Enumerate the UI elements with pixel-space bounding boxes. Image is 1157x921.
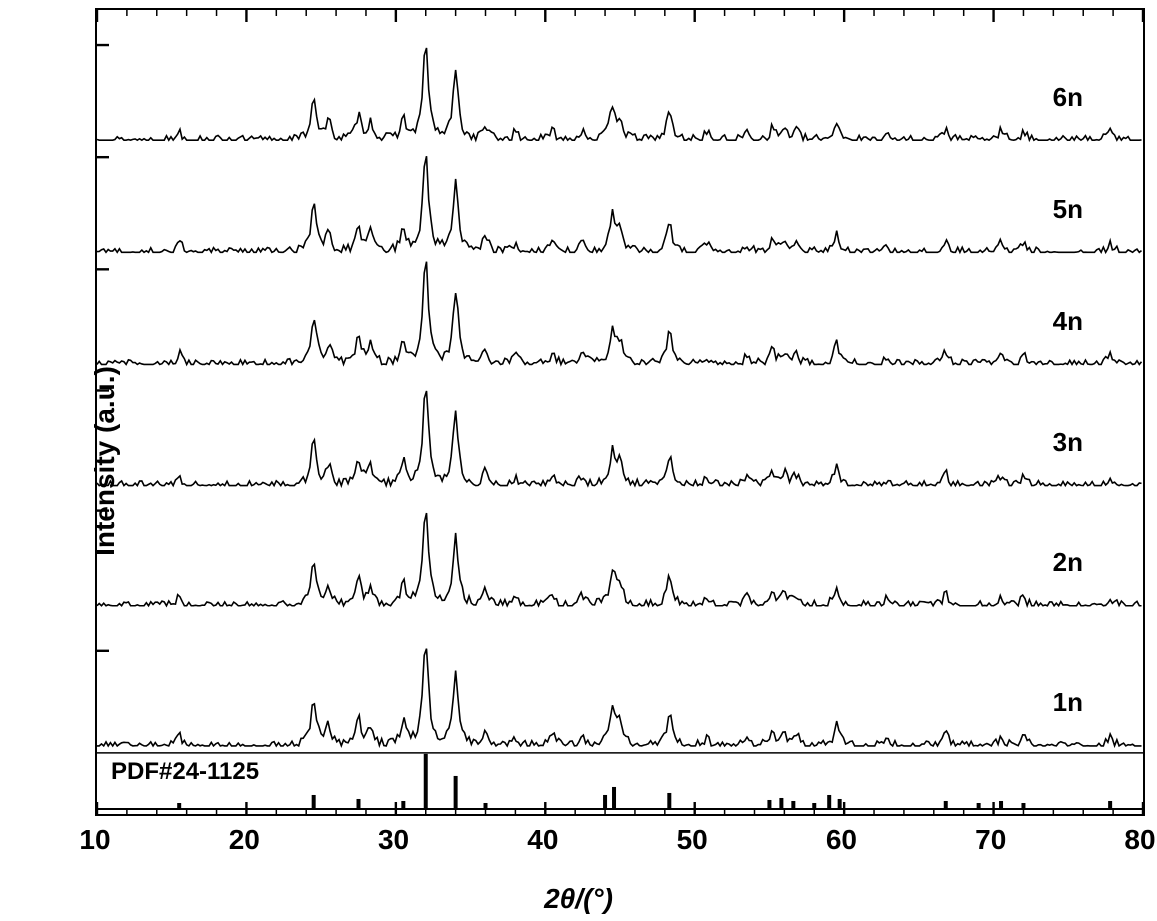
- x-axis-label: 2θ/(°): [544, 883, 613, 915]
- trace-4n: [97, 262, 1141, 365]
- trace-label-6n: 6n: [1053, 82, 1083, 113]
- trace-label-1n: 1n: [1053, 687, 1083, 718]
- trace-5n: [97, 156, 1141, 252]
- x-tick-label: 40: [527, 824, 558, 856]
- x-tick-label: 10: [79, 824, 110, 856]
- trace-2n: [97, 513, 1141, 606]
- x-tick-label: 60: [826, 824, 857, 856]
- trace-6n: [97, 48, 1141, 140]
- trace-label-5n: 5n: [1053, 194, 1083, 225]
- trace-1n: [97, 649, 1141, 746]
- trace-3n: [97, 391, 1141, 486]
- traces-svg: [97, 10, 1143, 814]
- xrd-chart: Intensity (a.u.) 2θ/(°) 6n5n4n3n2n1nPDF#…: [0, 0, 1157, 921]
- x-tick-label: 30: [378, 824, 409, 856]
- trace-label-4n: 4n: [1053, 306, 1083, 337]
- x-tick-label: 50: [677, 824, 708, 856]
- x-tick-label: 20: [229, 824, 260, 856]
- x-tick-label: 80: [1124, 824, 1155, 856]
- pdf-reference-label: PDF#24-1125: [111, 758, 259, 786]
- plot-area: 6n 5n 4n 3n 2n 1n PDF#24-1125: [95, 8, 1145, 816]
- trace-label-2n: 2n: [1053, 547, 1083, 578]
- x-tick-label: 70: [975, 824, 1006, 856]
- trace-label-3n: 3n: [1053, 427, 1083, 458]
